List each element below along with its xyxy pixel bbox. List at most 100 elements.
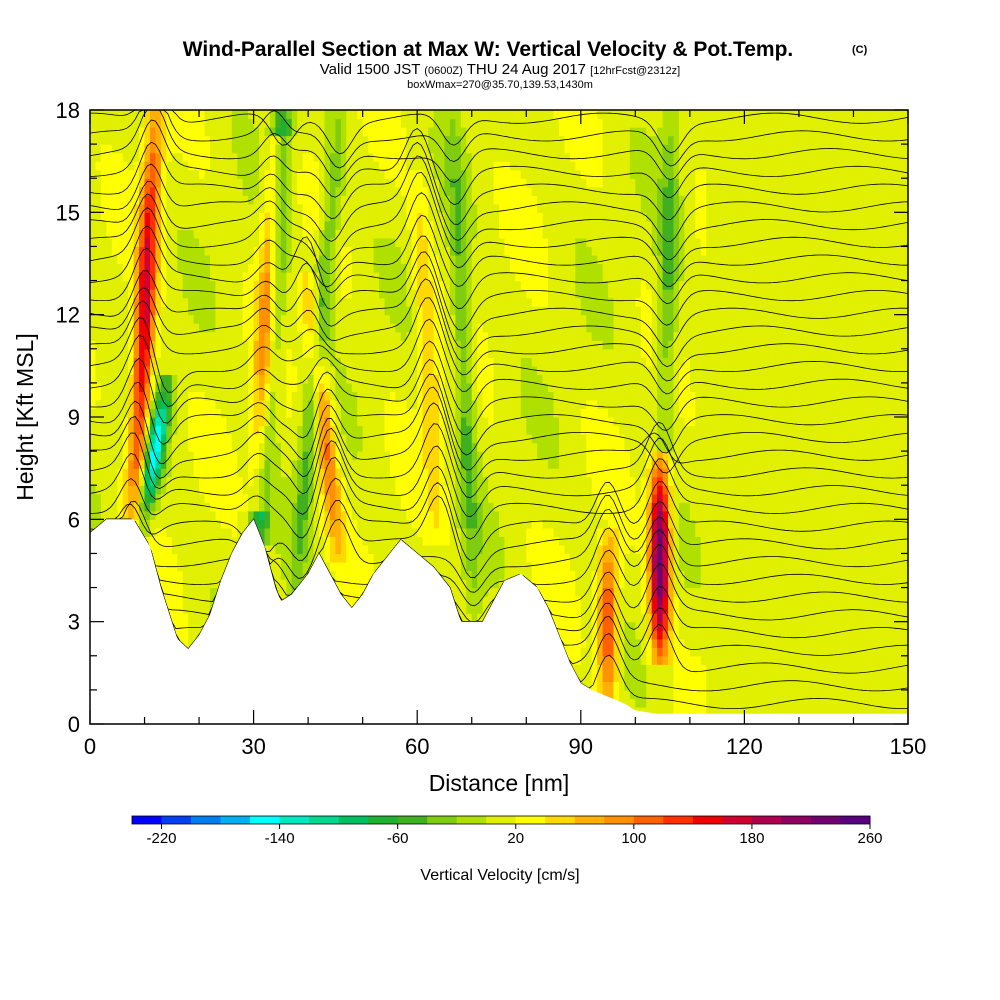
velocity-cell xyxy=(324,374,331,384)
velocity-cell xyxy=(439,229,446,239)
velocity-cell xyxy=(128,161,135,171)
velocity-cell xyxy=(220,297,227,307)
velocity-cell xyxy=(133,186,140,196)
velocity-cell xyxy=(324,152,331,162)
velocity-cell xyxy=(128,476,135,486)
velocity-cell xyxy=(177,331,184,341)
velocity-cell xyxy=(384,246,391,256)
velocity-cell xyxy=(275,135,282,145)
velocity-cell xyxy=(90,459,97,469)
velocity-cell xyxy=(433,365,440,375)
velocity-cell xyxy=(280,365,287,375)
velocity-cell xyxy=(346,127,353,137)
velocity-cell xyxy=(144,459,151,469)
velocity-cell xyxy=(324,476,331,486)
velocity-cell xyxy=(297,297,304,307)
velocity-cell xyxy=(226,127,233,137)
velocity-cell xyxy=(308,485,315,495)
velocity-cell xyxy=(433,434,440,444)
velocity-cell xyxy=(406,340,413,350)
velocity-cell xyxy=(253,135,260,145)
velocity-cell xyxy=(406,399,413,410)
velocity-cell xyxy=(422,144,429,154)
velocity-cell xyxy=(182,544,189,555)
velocity-cell xyxy=(182,144,189,154)
velocity-cell xyxy=(329,118,336,128)
velocity-cell xyxy=(166,391,173,401)
velocity-cell xyxy=(269,306,277,316)
velocity-cell xyxy=(357,399,364,410)
velocity-cell xyxy=(444,178,451,188)
velocity-cell xyxy=(215,237,222,248)
velocity-cell xyxy=(455,493,462,503)
velocity-cell xyxy=(433,161,440,171)
velocity-cell xyxy=(280,297,287,307)
velocity-cell xyxy=(264,340,271,350)
velocity-cell xyxy=(351,561,358,572)
velocity-cell xyxy=(253,280,260,290)
velocity-cell xyxy=(111,254,118,265)
velocity-cell xyxy=(100,425,107,435)
velocity-cell xyxy=(275,493,282,503)
velocity-cell xyxy=(439,203,446,213)
velocity-cell xyxy=(100,178,107,188)
velocity-cell xyxy=(209,246,217,256)
velocity-cell xyxy=(160,468,167,478)
velocity-cell xyxy=(455,203,462,213)
velocity-cell xyxy=(335,314,342,324)
velocity-cell xyxy=(171,382,178,393)
velocity-cell xyxy=(362,152,369,162)
velocity-cell xyxy=(117,110,124,120)
velocity-cell xyxy=(269,118,277,128)
velocity-cell xyxy=(389,476,396,486)
velocity-cell xyxy=(182,340,189,350)
velocity-cell xyxy=(439,280,446,290)
velocity-cell xyxy=(166,357,173,367)
velocity-cell xyxy=(368,203,375,213)
velocity-cell xyxy=(389,536,396,546)
velocity-cell xyxy=(166,596,173,606)
velocity-cell xyxy=(117,468,124,478)
velocity-cell xyxy=(264,144,271,154)
velocity-cell xyxy=(362,399,369,410)
velocity-cell xyxy=(280,314,287,324)
velocity-cell xyxy=(188,417,195,427)
velocity-cell xyxy=(155,442,162,452)
velocity-cell xyxy=(155,195,162,205)
velocity-cell xyxy=(335,476,342,486)
velocity-cell xyxy=(379,272,386,282)
velocity-cell xyxy=(95,468,102,478)
velocity-cell xyxy=(215,144,222,154)
velocity-cell xyxy=(248,408,255,418)
velocity-cell xyxy=(177,357,184,367)
velocity-cell xyxy=(368,510,375,520)
velocity-cell xyxy=(106,434,113,444)
velocity-cell xyxy=(324,289,331,299)
velocity-cell xyxy=(368,237,375,248)
velocity-cell xyxy=(373,502,380,512)
velocity-cell xyxy=(199,485,206,495)
velocity-cell xyxy=(389,212,396,222)
velocity-cell xyxy=(449,110,456,120)
velocity-cell xyxy=(90,127,97,137)
velocity-cell xyxy=(139,485,146,495)
velocity-cell xyxy=(111,272,118,282)
velocity-cell xyxy=(149,425,157,435)
velocity-cell xyxy=(226,314,233,324)
velocity-cell xyxy=(362,408,369,418)
velocity-cell xyxy=(411,417,418,427)
forecast-tag: [12hrFcst@2312z] xyxy=(590,65,680,77)
velocity-cell xyxy=(269,442,277,452)
velocity-cell xyxy=(449,519,456,529)
velocity-cell xyxy=(455,254,462,265)
velocity-cell xyxy=(362,357,369,367)
velocity-cell xyxy=(362,127,369,137)
velocity-cell xyxy=(215,399,222,410)
velocity-cell xyxy=(209,110,217,120)
velocity-cell xyxy=(297,212,304,222)
velocity-cell xyxy=(286,493,293,503)
velocity-cell xyxy=(264,229,271,239)
velocity-cell xyxy=(329,178,336,188)
velocity-cell xyxy=(324,280,331,290)
velocity-cell xyxy=(335,570,342,580)
